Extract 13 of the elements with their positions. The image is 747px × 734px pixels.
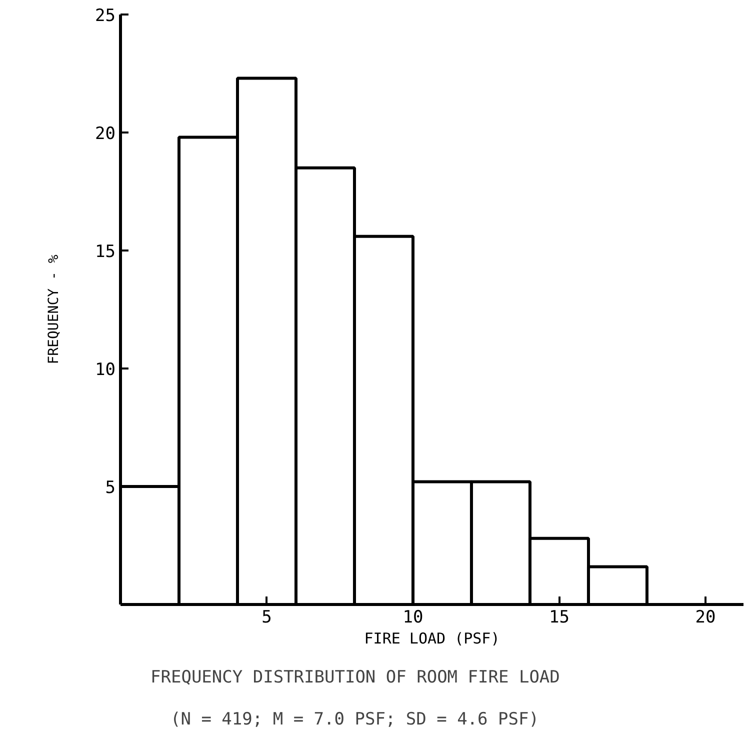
y-tick-label: 15 (95, 242, 116, 262)
y-tick-label: 25 (95, 6, 116, 26)
x-axis-title: FIRE LOAD (PSF) (364, 630, 500, 648)
y-tick-label: 20 (95, 124, 116, 144)
text: (N = 419; M = 7.0 PSF; SD = 4.6 PSF) (170, 710, 539, 730)
text: FREQUENCY DISTRIBUTION OF ROOM FIRE LOAD (150, 668, 560, 688)
y-tick-label: 5 (105, 478, 116, 498)
x-tick-label: 5 (262, 608, 272, 628)
y-axis-title: FREQUENCY - % (46, 254, 62, 364)
x-tick-label: 20 (695, 608, 716, 628)
y-tick-label: 10 (95, 360, 116, 380)
x-tick-label: 10 (402, 608, 424, 628)
x-tick-label: 15 (549, 608, 570, 628)
